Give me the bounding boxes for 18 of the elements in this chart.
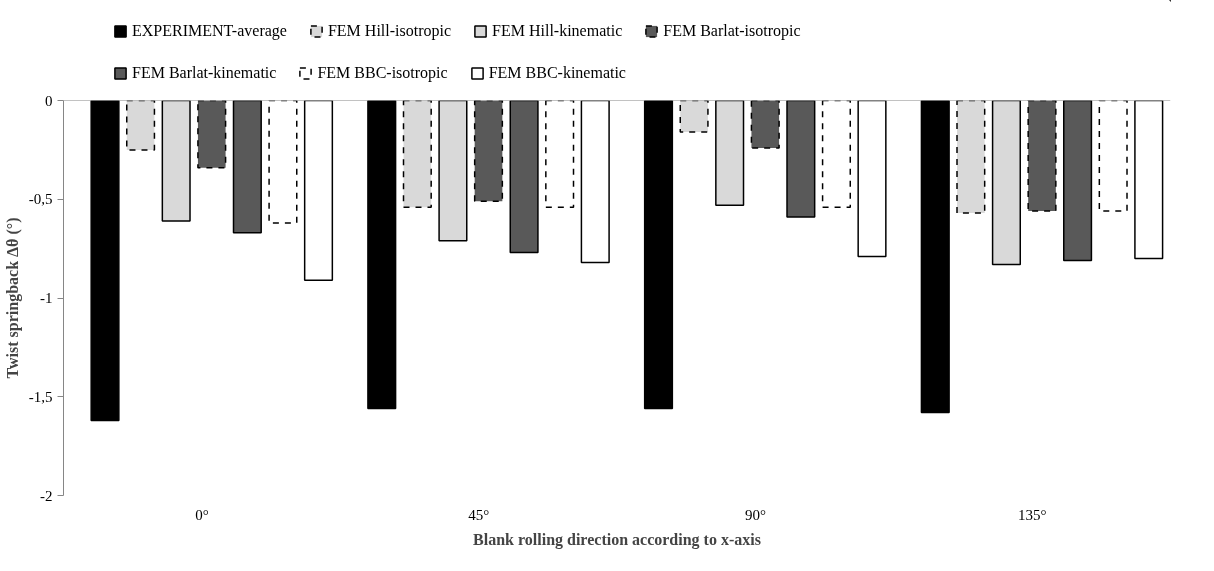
legend-label: FEM Barlat-isotropic <box>663 22 801 40</box>
x-tick-label: 135° <box>1017 506 1047 523</box>
legend-label: FEM BBC-isotropic <box>317 64 448 82</box>
x-tick-label: 0° <box>195 506 209 523</box>
legend-label: FEM BBC-kinematic <box>488 64 626 82</box>
y-axis-title: Twist springback Δθ (°) <box>3 217 22 379</box>
legend-label: FEM Hill-kinematic <box>492 22 623 40</box>
x-axis-title: Blank rolling direction according to x-axis <box>473 530 761 549</box>
y-tick-label: -0,5 <box>28 191 53 208</box>
y-tick-label: -2 <box>40 487 53 504</box>
y-tick-label: -1,5 <box>28 388 53 405</box>
y-tick-label: -1 <box>40 290 53 306</box>
y-tick-label: 0 <box>45 92 53 109</box>
legend-label: EXPERIMENT-average <box>132 22 287 40</box>
legend-label: FEM Hill-isotropic <box>327 22 452 40</box>
x-tick-label: 90° <box>744 506 766 523</box>
x-tick-label: 45° <box>468 506 490 523</box>
legend-label: FEM Barlat-kinematic <box>132 64 277 82</box>
